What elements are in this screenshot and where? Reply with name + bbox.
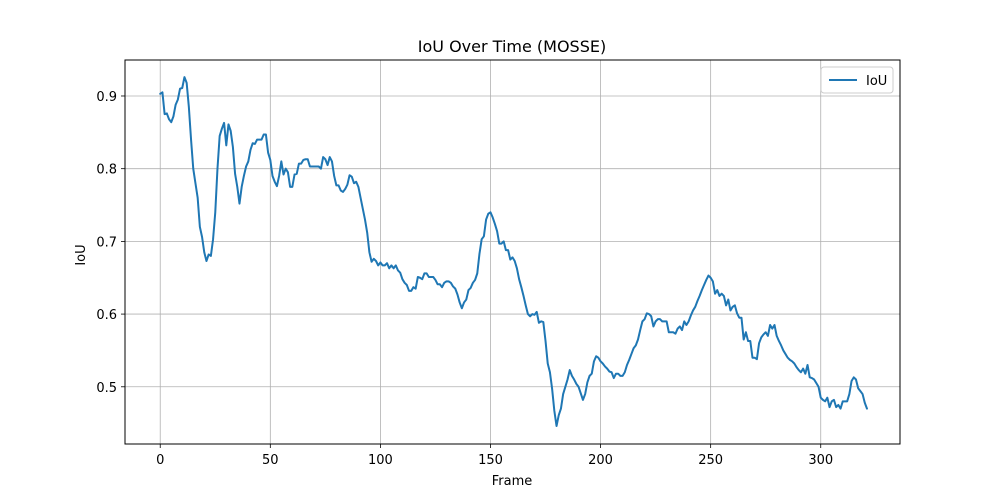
grid-lines [125, 60, 900, 444]
y-tick-label: 0.6 [96, 308, 117, 323]
x-axis-label: Frame [492, 474, 533, 489]
x-tick-label: 150 [478, 453, 503, 468]
x-axis-ticks: 0 50 100 150 200 250 300 [156, 444, 833, 468]
y-tick-label: 0.7 [96, 235, 117, 250]
x-tick-label: 100 [368, 453, 393, 468]
y-tick-label: 0.9 [96, 90, 117, 105]
axes-frame [124, 59, 901, 445]
plot-area [159, 76, 868, 428]
x-tick-label: 200 [588, 453, 613, 468]
legend-label-iou: IoU [866, 74, 887, 89]
x-tick-label: 50 [262, 453, 279, 468]
series-line-iou [159, 76, 868, 428]
y-axis-label: IoU [74, 244, 89, 265]
x-tick-label: 300 [808, 453, 833, 468]
legend: IoU [820, 66, 894, 94]
y-tick-label: 0.8 [96, 163, 117, 178]
y-tick-label: 0.5 [96, 381, 117, 396]
x-tick-label: 250 [698, 453, 723, 468]
chart-title: IoU Over Time (MOSSE) [418, 37, 606, 56]
x-tick-label: 0 [156, 453, 164, 468]
y-axis-ticks: 0.5 0.6 0.7 0.8 0.9 [96, 90, 125, 396]
